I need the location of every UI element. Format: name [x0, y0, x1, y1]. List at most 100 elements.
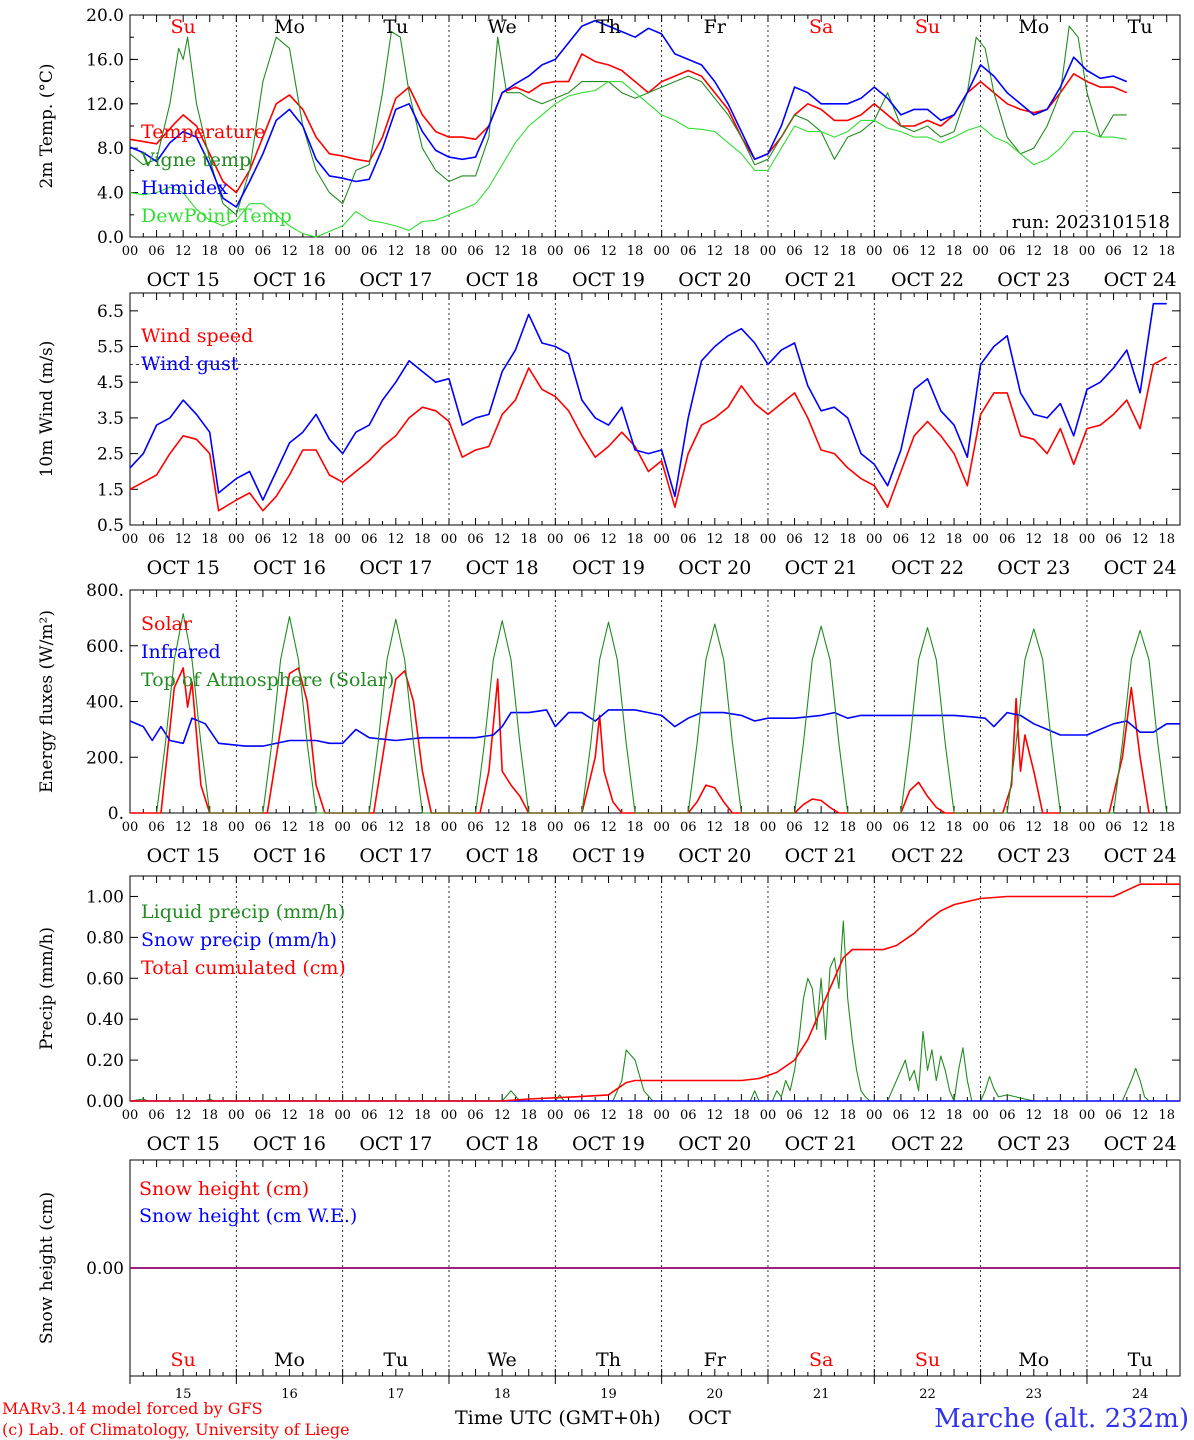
y-tick-label: 0.20: [86, 1051, 124, 1071]
hour-tick-label: 00: [122, 820, 139, 835]
weekday-label-bottom: Mo: [274, 1349, 305, 1371]
hour-tick-label: 12: [1132, 1108, 1149, 1123]
hour-tick-label: 06: [1105, 1108, 1122, 1123]
legend-snow-precip-mm-h: Snow precip (mm/h): [141, 929, 337, 951]
y-axis-title: Precip (mm/h): [37, 927, 57, 1050]
hour-tick-label: 00: [760, 820, 777, 835]
hour-tick-label: 12: [281, 1108, 298, 1123]
hour-tick-label: 00: [972, 1108, 989, 1123]
series-line-dewpoint-temp: [129, 81, 1127, 238]
station-name: Marche (alt. 232m): [934, 1404, 1189, 1434]
weekday-label-top: Tu: [383, 16, 408, 38]
date-label: OCT 16: [253, 557, 326, 579]
date-label: OCT 21: [785, 269, 858, 291]
date-label: OCT 19: [572, 557, 645, 579]
weekday-label-bottom: Fr: [704, 1349, 727, 1371]
hour-tick-label: 00: [228, 820, 245, 835]
hour-tick-label: 00: [1079, 532, 1096, 547]
legend-wind-gust: Wind gust: [141, 353, 239, 375]
hour-tick-label: 06: [361, 1108, 378, 1123]
weekday-label-bottom: Su: [915, 1349, 940, 1371]
hour-tick-label: 00: [866, 532, 883, 547]
date-label: OCT 22: [891, 557, 964, 579]
hour-tick-label: 12: [600, 820, 617, 835]
hour-tick-label: 00: [866, 244, 883, 259]
y-axis-title: Energy fluxes (W/m²): [37, 610, 57, 793]
hour-tick-label: 06: [574, 1108, 591, 1123]
date-label: OCT 19: [572, 845, 645, 867]
hour-tick-label: 18: [733, 1108, 750, 1123]
hour-tick-label: 12: [494, 532, 511, 547]
hour-tick-label: 06: [786, 820, 803, 835]
legend-temperature: Temperature: [141, 121, 265, 143]
hour-tick-label: 06: [467, 244, 484, 259]
hour-tick-label: 06: [467, 532, 484, 547]
hour-tick-label: 18: [414, 820, 431, 835]
hour-tick-label: 06: [680, 532, 697, 547]
hour-tick-label: 18: [308, 820, 325, 835]
y-tick-label: 0.0: [97, 228, 124, 248]
hour-tick-label: 12: [1026, 532, 1043, 547]
hour-tick-label: 12: [813, 244, 830, 259]
hour-tick-label: 12: [707, 820, 724, 835]
legend-infrared: Infrared: [141, 641, 221, 663]
hour-tick-label: 00: [441, 244, 458, 259]
date-label: OCT 15: [147, 269, 220, 291]
hour-tick-label: 12: [388, 244, 405, 259]
hour-tick-label: 06: [361, 532, 378, 547]
hour-tick-label: 00: [653, 532, 670, 547]
y-tick-label: 600.: [86, 637, 124, 657]
hour-tick-label: 06: [148, 1108, 165, 1123]
legend-dewpoint-temp: DewPoint Temp: [141, 205, 292, 227]
hour-tick-label: 00: [547, 820, 564, 835]
hour-tick-label: 12: [1132, 532, 1149, 547]
hour-tick-label: 06: [574, 532, 591, 547]
date-label: OCT 19: [572, 1133, 645, 1155]
hour-tick-label: 00: [653, 1108, 670, 1123]
hour-tick-label: 12: [494, 820, 511, 835]
hour-tick-label: 00: [441, 1108, 458, 1123]
hour-tick-label: 00: [228, 244, 245, 259]
date-label: OCT 18: [466, 269, 539, 291]
hour-tick-label: 06: [255, 532, 272, 547]
panel-energy: [129, 589, 1181, 814]
date-label: OCT 16: [253, 269, 326, 291]
hour-tick-label: 06: [999, 1108, 1016, 1123]
hour-tick-label: 06: [1105, 244, 1122, 259]
hour-tick-label: 06: [148, 532, 165, 547]
hour-tick-label: 06: [893, 244, 910, 259]
y-tick-label: 4.0: [97, 184, 124, 204]
hour-tick-label: 18: [1052, 820, 1069, 835]
hour-tick-label: 06: [893, 532, 910, 547]
y-tick-label: 400.: [86, 693, 124, 713]
hour-tick-label: 06: [574, 820, 591, 835]
series-line-wind-speed: [129, 356, 1168, 512]
series-line-temperature: [129, 53, 1128, 194]
hour-tick-label: 00: [760, 244, 777, 259]
hour-tick-label: 18: [308, 1108, 325, 1123]
y-tick-label: 200.: [86, 748, 124, 768]
hour-tick-label: 00: [441, 532, 458, 547]
hour-tick-label: 12: [600, 1108, 617, 1123]
hour-tick-label: 00: [334, 244, 351, 259]
y-tick-label: 16.0: [86, 50, 124, 70]
weekday-label-top: Su: [915, 16, 940, 38]
hour-tick-label: 12: [813, 532, 830, 547]
hour-tick-label: 12: [388, 820, 405, 835]
date-label: OCT 22: [891, 1133, 964, 1155]
date-label: OCT 20: [678, 269, 751, 291]
hour-tick-label: 00: [122, 1108, 139, 1123]
hour-tick-label: 00: [1079, 1108, 1096, 1123]
panel-precip: [129, 875, 1181, 1102]
series-line-total-cumulated-cm: [130, 883, 1180, 1102]
hour-tick-label: 12: [281, 820, 298, 835]
legend-total-cumulated-cm: Total cumulated (cm): [141, 957, 346, 979]
hour-tick-label: 00: [972, 244, 989, 259]
y-tick-label: 20.0: [86, 6, 124, 26]
date-label: OCT 18: [466, 845, 539, 867]
hour-tick-label: 06: [467, 1108, 484, 1123]
hour-tick-label: 18: [414, 244, 431, 259]
hour-tick-label: 18: [1158, 244, 1175, 259]
hour-tick-label: 12: [707, 244, 724, 259]
hour-tick-label: 18: [201, 820, 218, 835]
